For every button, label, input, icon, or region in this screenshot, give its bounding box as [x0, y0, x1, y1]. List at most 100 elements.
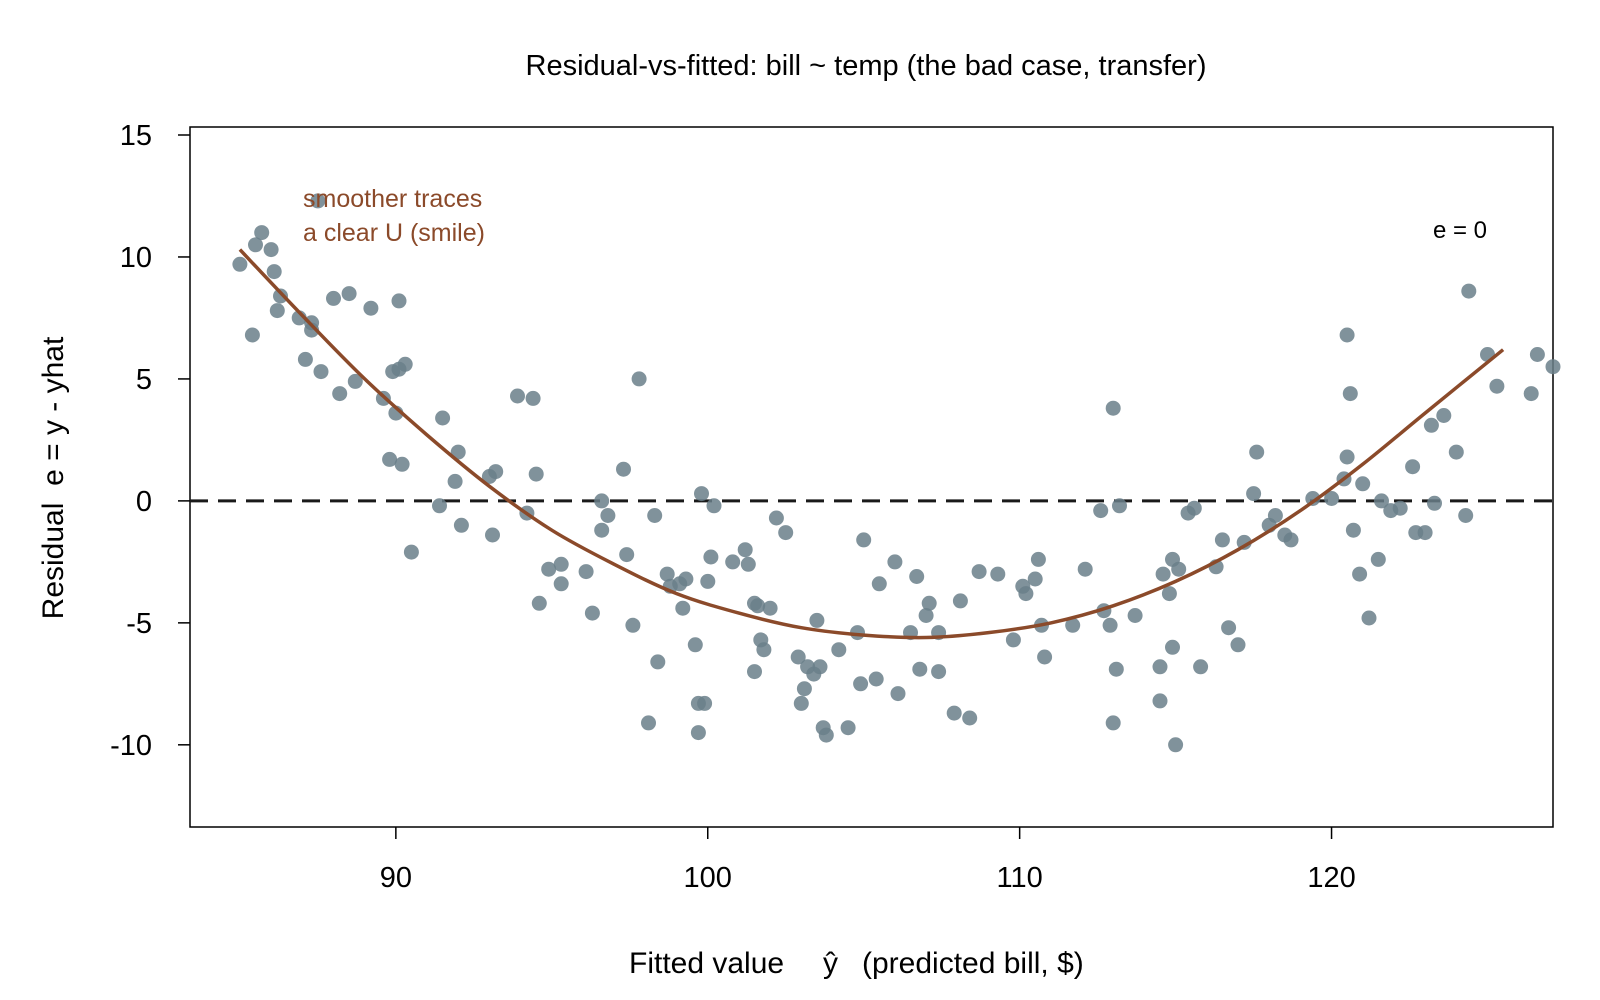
data-point	[912, 661, 928, 677]
data-point	[244, 327, 260, 343]
y-tick-label: 5	[136, 364, 152, 396]
data-point	[578, 564, 594, 580]
y-tick-label: -10	[110, 730, 152, 762]
data-point	[818, 727, 834, 743]
data-point	[347, 373, 363, 389]
data-point	[1339, 327, 1355, 343]
data-point	[778, 525, 794, 541]
data-points	[232, 193, 1561, 753]
data-point	[1448, 444, 1464, 460]
data-point	[1461, 283, 1477, 299]
data-point	[600, 508, 616, 523]
data-point	[435, 410, 451, 426]
data-point	[700, 573, 716, 589]
data-point	[1489, 378, 1505, 394]
data-point	[768, 510, 784, 526]
data-point	[394, 456, 410, 472]
smoother-curve	[238, 248, 1505, 640]
data-point	[831, 642, 847, 658]
data-point	[553, 556, 569, 572]
data-point	[793, 695, 809, 711]
data-point	[254, 225, 270, 241]
plot-frame	[189, 126, 1554, 828]
data-point	[1018, 586, 1034, 602]
data-point	[790, 649, 806, 665]
data-point	[525, 390, 541, 406]
data-point	[909, 569, 925, 584]
data-point	[248, 237, 263, 253]
data-point	[1392, 500, 1408, 516]
data-point	[541, 561, 557, 577]
data-point	[1283, 532, 1299, 548]
data-point	[453, 517, 469, 533]
data-point	[382, 451, 398, 467]
data-point	[485, 527, 500, 543]
data-point	[1342, 386, 1358, 402]
data-point	[690, 725, 706, 741]
data-point	[447, 473, 463, 489]
data-point	[1105, 400, 1121, 416]
data-point	[1037, 649, 1053, 665]
data-point	[740, 556, 756, 572]
data-point	[510, 388, 525, 404]
data-point	[1214, 532, 1230, 548]
data-point	[1168, 737, 1184, 753]
data-point	[887, 554, 903, 570]
data-point	[1027, 571, 1043, 587]
data-point	[946, 705, 962, 721]
data-point	[528, 466, 544, 482]
data-point	[1345, 522, 1361, 538]
data-point	[625, 617, 641, 633]
data-point	[650, 654, 666, 670]
data-point	[931, 664, 947, 680]
data-point	[890, 686, 906, 702]
data-point	[1374, 493, 1389, 509]
data-point	[706, 498, 722, 514]
data-point	[341, 286, 357, 302]
data-point	[1127, 608, 1143, 623]
data-point	[694, 486, 709, 502]
data-point	[313, 364, 329, 380]
data-point	[1355, 476, 1371, 492]
data-point	[266, 264, 282, 280]
data-point	[675, 600, 691, 616]
data-point	[1236, 534, 1252, 550]
data-point	[450, 444, 466, 460]
x-axis-prefix: Fitted value	[629, 947, 784, 980]
data-point	[584, 605, 600, 621]
data-point	[1152, 693, 1168, 709]
data-point	[871, 576, 887, 592]
data-point	[647, 508, 663, 523]
data-point	[952, 593, 968, 609]
data-point	[297, 351, 313, 367]
data-point	[812, 659, 828, 675]
y-tick-label: 0	[136, 486, 152, 518]
y-tick-label: -5	[126, 608, 152, 640]
x-axis-symbol: ŷ	[823, 947, 838, 980]
data-point	[1246, 486, 1262, 502]
data-point	[725, 554, 741, 570]
data-point	[397, 356, 413, 372]
data-point	[310, 193, 326, 209]
data-point	[1230, 637, 1246, 653]
x-tick-label: 110	[997, 862, 1043, 894]
data-point	[1093, 503, 1109, 519]
y-tick-label: 10	[120, 242, 152, 274]
data-point	[1005, 632, 1021, 648]
data-point	[962, 710, 978, 726]
data-point	[1427, 495, 1442, 511]
data-point	[853, 676, 869, 692]
data-point	[809, 612, 825, 628]
data-point	[796, 681, 812, 697]
data-point	[1305, 491, 1321, 506]
data-point	[432, 498, 447, 514]
data-point	[616, 461, 631, 477]
data-point	[687, 637, 703, 653]
data-point	[1165, 639, 1180, 655]
data-point	[553, 576, 569, 592]
x-tick-label: 90	[380, 862, 412, 894]
data-point	[263, 242, 279, 258]
x-tick-label: 120	[1307, 862, 1355, 894]
data-point	[1077, 561, 1093, 577]
data-point	[747, 664, 762, 680]
